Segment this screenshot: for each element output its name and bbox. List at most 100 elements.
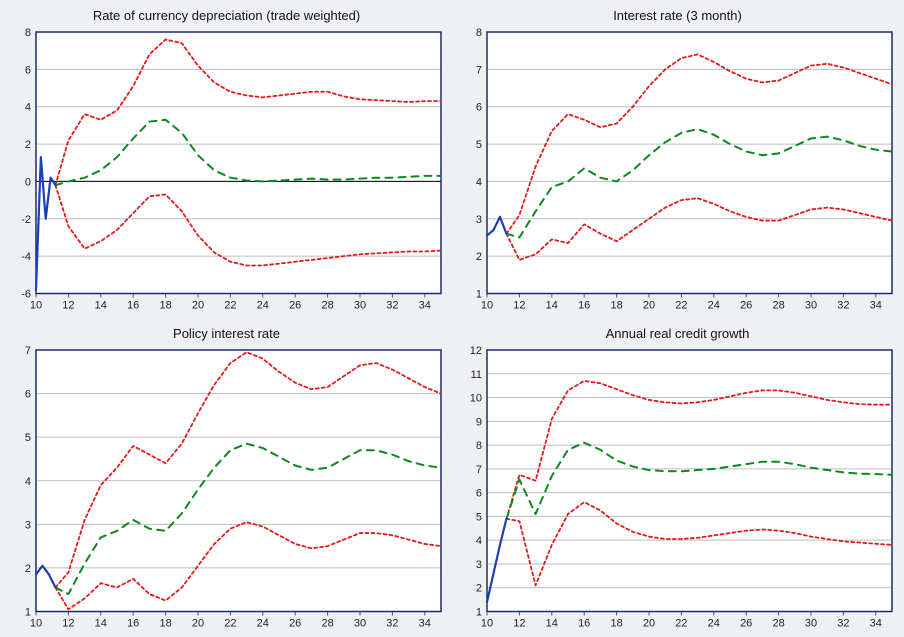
svg-text:8: 8 (25, 28, 31, 39)
plot-svg-interest-3m: 1234567810121416182022242628303234 (457, 28, 898, 314)
svg-text:34: 34 (870, 617, 882, 629)
svg-text:32: 32 (386, 300, 398, 312)
svg-text:18: 18 (159, 300, 171, 312)
svg-text:30: 30 (805, 300, 817, 312)
svg-text:10: 10 (30, 617, 42, 629)
svg-text:9: 9 (476, 416, 482, 428)
plot-svg-policy-rate: 123456710121416182022242628303234 (6, 346, 447, 632)
svg-text:18: 18 (610, 617, 622, 629)
panel-title: Policy interest rate (6, 326, 447, 342)
svg-text:16: 16 (578, 300, 590, 312)
svg-text:26: 26 (740, 617, 752, 629)
svg-text:16: 16 (578, 617, 590, 629)
svg-text:14: 14 (546, 617, 558, 629)
svg-text:10: 10 (470, 392, 482, 404)
svg-text:24: 24 (257, 617, 269, 629)
svg-text:10: 10 (30, 300, 42, 312)
svg-text:-4: -4 (21, 251, 31, 263)
svg-text:18: 18 (610, 300, 622, 312)
svg-text:12: 12 (62, 300, 74, 312)
svg-text:3: 3 (476, 558, 482, 570)
svg-text:6: 6 (25, 64, 31, 76)
svg-text:4: 4 (25, 102, 31, 114)
subplot-grid: Rate of currency depreciation (trade wei… (6, 6, 898, 631)
plot-area: 123456710121416182022242628303234 (6, 346, 447, 632)
svg-text:8: 8 (476, 28, 482, 39)
panel-credit-growth: Annual real credit growth 12345678910111… (457, 324, 898, 632)
svg-text:10: 10 (481, 300, 493, 312)
svg-text:3: 3 (476, 214, 482, 226)
svg-text:-2: -2 (21, 214, 31, 226)
svg-text:28: 28 (772, 617, 784, 629)
svg-text:7: 7 (476, 463, 482, 475)
svg-text:5: 5 (476, 139, 482, 151)
svg-text:26: 26 (740, 300, 752, 312)
svg-text:20: 20 (192, 617, 204, 629)
svg-text:2: 2 (25, 562, 31, 574)
svg-text:14: 14 (546, 300, 558, 312)
svg-text:28: 28 (321, 617, 333, 629)
svg-text:12: 12 (513, 300, 525, 312)
svg-text:20: 20 (643, 300, 655, 312)
svg-text:20: 20 (192, 300, 204, 312)
svg-text:26: 26 (289, 617, 301, 629)
svg-text:22: 22 (224, 617, 236, 629)
plot-svg-depreciation: -6-4-20246810121416182022242628303234 (6, 28, 447, 314)
svg-text:22: 22 (224, 300, 236, 312)
panel-title: Interest rate (3 month) (457, 8, 898, 24)
svg-text:4: 4 (476, 176, 482, 188)
svg-text:11: 11 (471, 368, 482, 380)
panel-depreciation: Rate of currency depreciation (trade wei… (6, 6, 447, 314)
svg-text:22: 22 (675, 617, 687, 629)
svg-text:32: 32 (837, 300, 849, 312)
svg-text:30: 30 (354, 617, 366, 629)
svg-text:0: 0 (25, 176, 31, 188)
svg-text:7: 7 (25, 346, 31, 357)
svg-text:6: 6 (476, 487, 482, 499)
svg-text:2: 2 (476, 251, 482, 263)
svg-text:32: 32 (837, 617, 849, 629)
svg-text:12: 12 (62, 617, 74, 629)
plot-area: -6-4-20246810121416182022242628303234 (6, 28, 447, 314)
svg-text:8: 8 (476, 440, 482, 452)
svg-text:24: 24 (257, 300, 269, 312)
svg-text:28: 28 (321, 300, 333, 312)
svg-text:14: 14 (95, 300, 107, 312)
plot-area: 1234567891011121012141618202224262830323… (457, 346, 898, 632)
svg-text:30: 30 (354, 300, 366, 312)
panel-title: Rate of currency depreciation (trade wei… (6, 8, 447, 24)
svg-text:12: 12 (470, 346, 482, 357)
svg-text:5: 5 (476, 511, 482, 523)
svg-text:10: 10 (481, 617, 493, 629)
svg-text:14: 14 (95, 617, 107, 629)
figure-canvas: Rate of currency depreciation (trade wei… (0, 0, 904, 637)
svg-text:6: 6 (25, 388, 31, 400)
svg-text:34: 34 (870, 300, 882, 312)
plot-area: 1234567810121416182022242628303234 (457, 28, 898, 314)
svg-text:34: 34 (419, 617, 431, 629)
svg-text:5: 5 (25, 432, 31, 444)
svg-text:4: 4 (25, 475, 31, 487)
svg-text:4: 4 (476, 535, 482, 547)
svg-text:3: 3 (25, 519, 31, 531)
svg-text:16: 16 (127, 300, 139, 312)
svg-text:26: 26 (289, 300, 301, 312)
plot-svg-credit-growth: 1234567891011121012141618202224262830323… (457, 346, 898, 632)
svg-text:20: 20 (643, 617, 655, 629)
svg-text:30: 30 (805, 617, 817, 629)
svg-text:2: 2 (476, 582, 482, 594)
svg-text:12: 12 (513, 617, 525, 629)
svg-text:32: 32 (386, 617, 398, 629)
svg-text:6: 6 (476, 102, 482, 114)
panel-interest-3m: Interest rate (3 month) 1234567810121416… (457, 6, 898, 314)
svg-text:24: 24 (708, 617, 720, 629)
svg-text:34: 34 (419, 300, 431, 312)
svg-text:16: 16 (127, 617, 139, 629)
svg-text:28: 28 (772, 300, 784, 312)
svg-text:18: 18 (159, 617, 171, 629)
svg-text:22: 22 (675, 300, 687, 312)
svg-text:24: 24 (708, 300, 720, 312)
panel-title: Annual real credit growth (457, 326, 898, 342)
panel-policy-rate: Policy interest rate 1234567101214161820… (6, 324, 447, 632)
svg-text:7: 7 (476, 64, 482, 76)
